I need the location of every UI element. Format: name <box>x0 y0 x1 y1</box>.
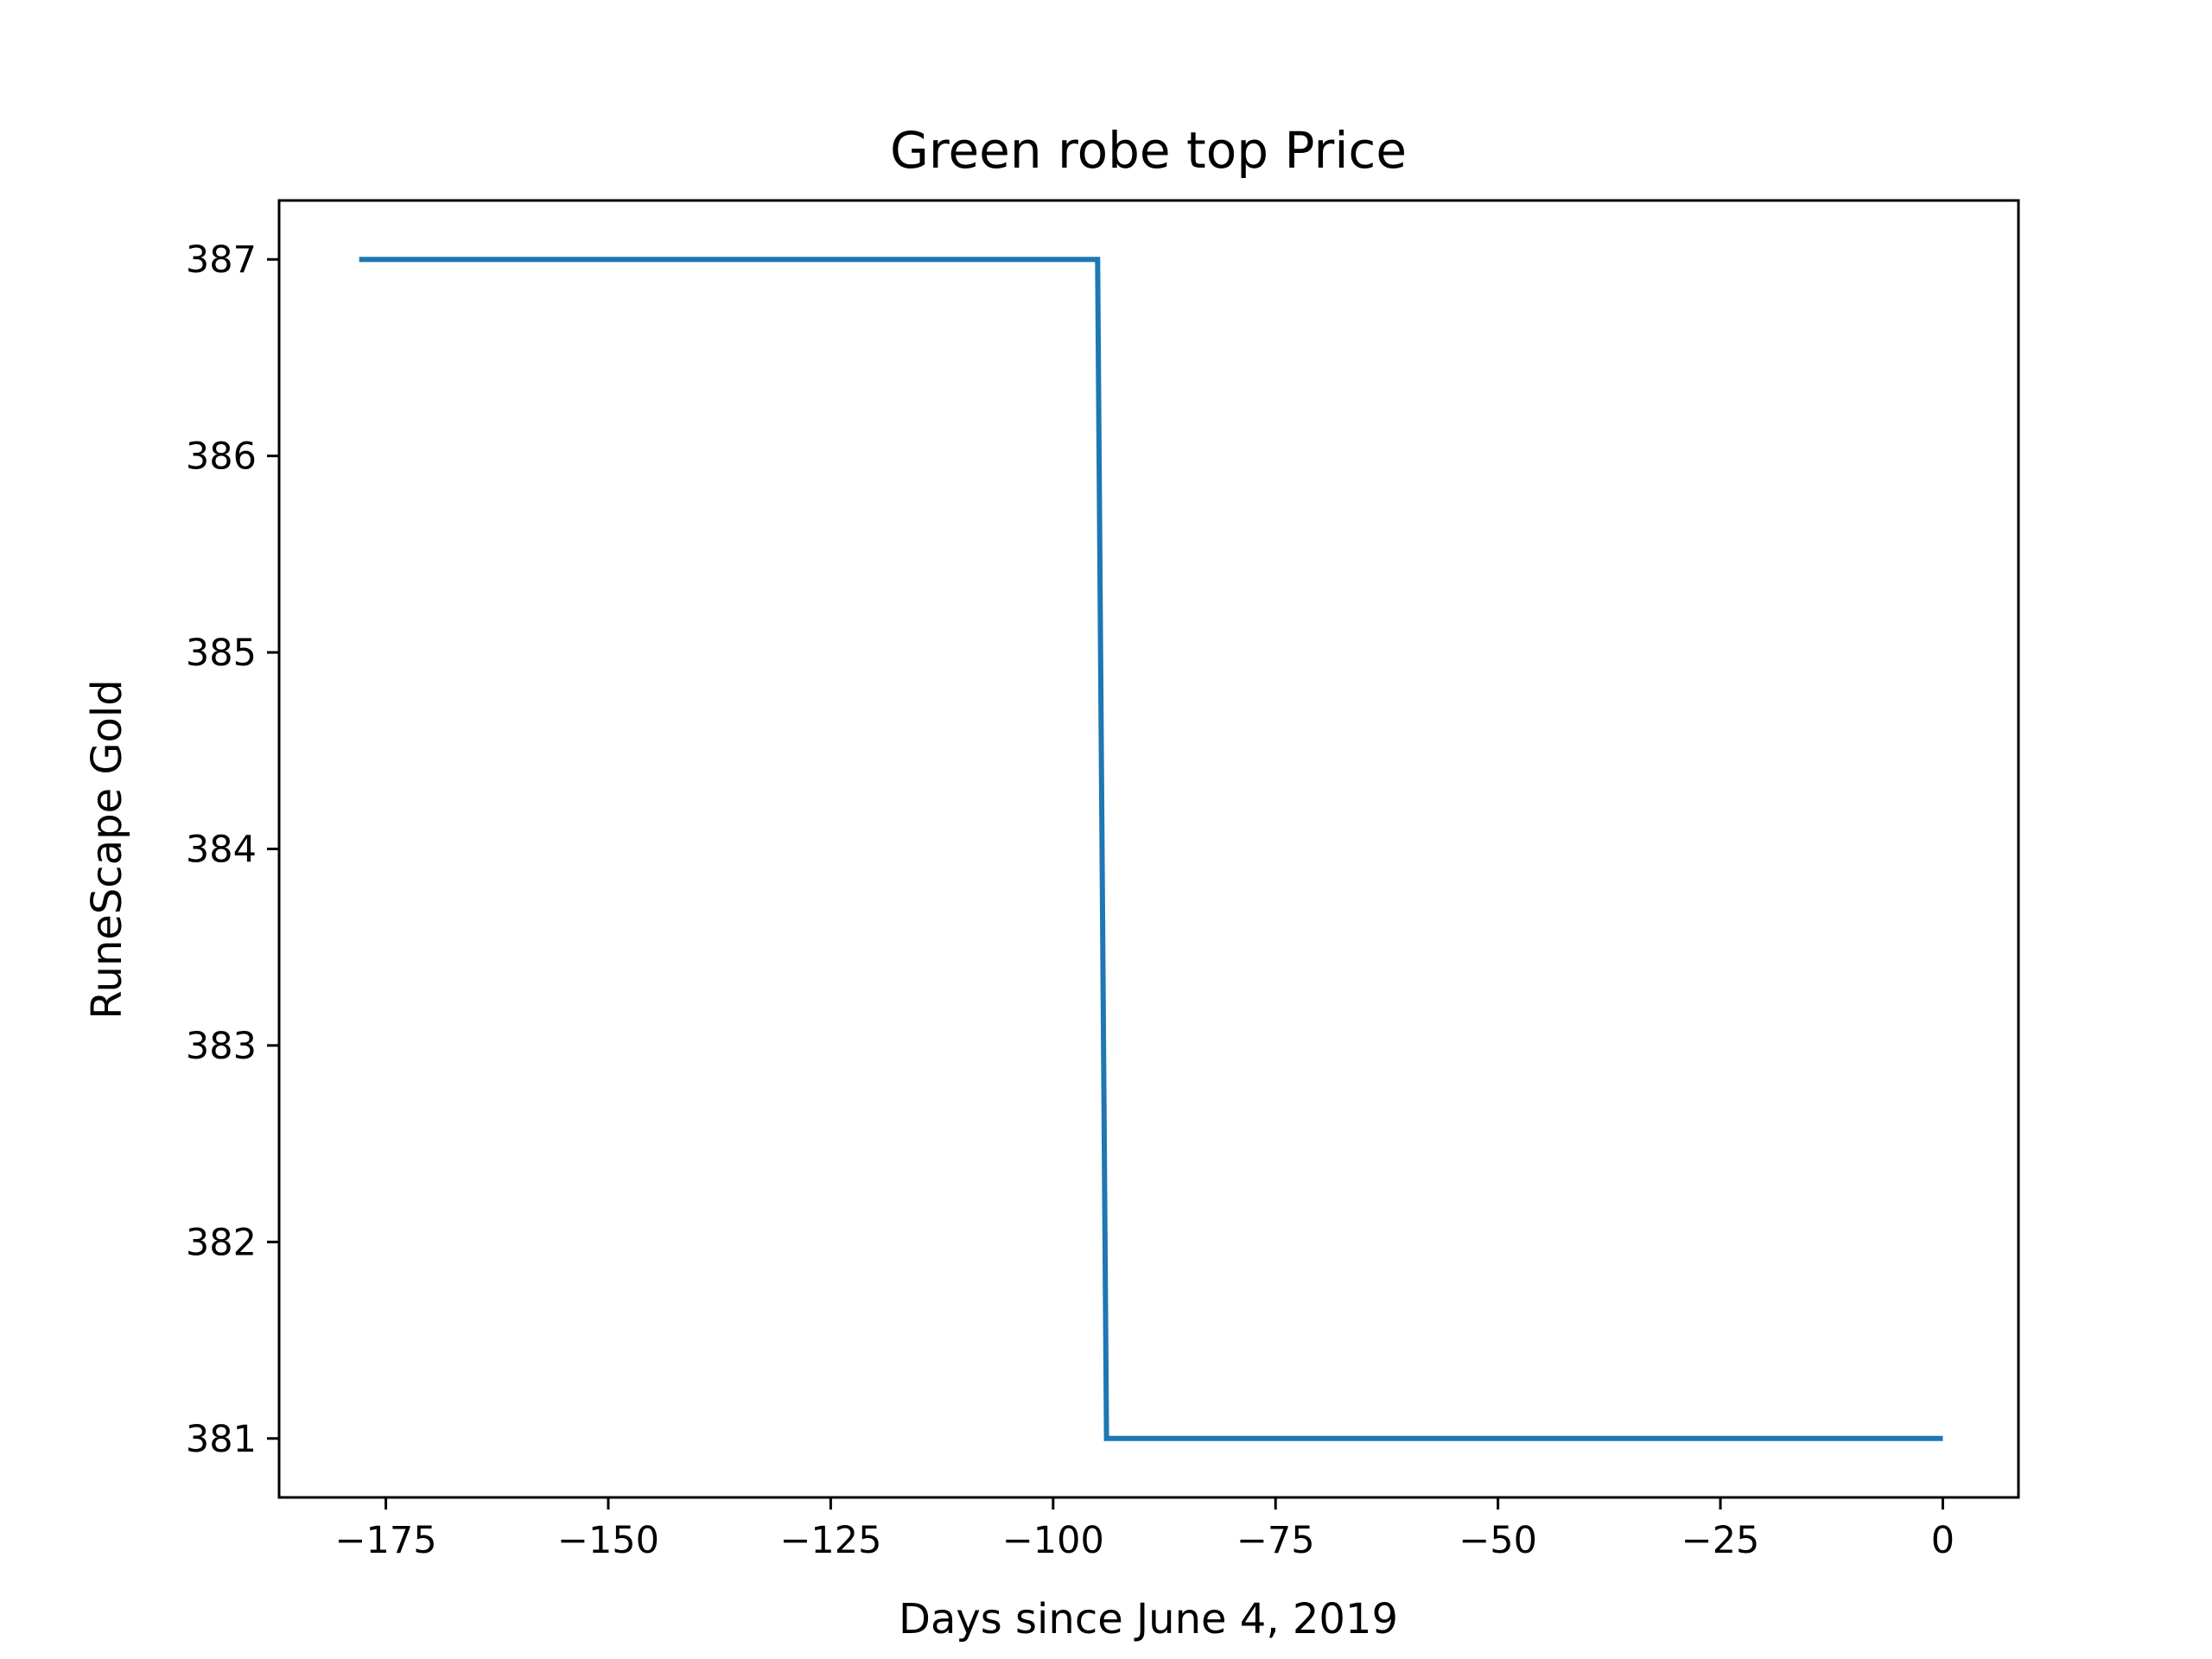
x-axis-label: Days since June 4, 2019 <box>899 1595 1398 1643</box>
y-axis-label: RuneScape Gold <box>83 679 131 1019</box>
y-tick-label: 387 <box>186 238 257 282</box>
x-tick-label: −75 <box>1236 1519 1315 1562</box>
plot-area <box>279 200 2018 1497</box>
series-layer <box>359 257 1943 1441</box>
y-tick-label: 382 <box>186 1221 257 1264</box>
x-axis-ticks: −175 −150 −125 −100 −75 −50 −25 0 <box>335 1497 1955 1562</box>
series-line-0 <box>359 257 1943 1441</box>
x-tick-label: 0 <box>1931 1519 1955 1562</box>
y-tick-label: 381 <box>186 1418 257 1461</box>
y-tick-label: 383 <box>186 1025 257 1068</box>
x-tick-label: −125 <box>779 1519 881 1562</box>
y-tick-label: 384 <box>186 829 257 872</box>
x-tick-label: −25 <box>1681 1519 1760 1562</box>
x-tick-label: −175 <box>335 1519 437 1562</box>
y-tick-label: 385 <box>186 632 257 675</box>
x-tick-label: −100 <box>1002 1519 1104 1562</box>
y-axis-ticks: 381 382 383 384 385 386 387 <box>186 238 279 1461</box>
y-tick-label: 386 <box>186 435 257 479</box>
x-tick-label: −50 <box>1459 1519 1537 1562</box>
x-tick-label: −150 <box>557 1519 659 1562</box>
chart-title: Green robe top Price <box>890 121 1407 180</box>
